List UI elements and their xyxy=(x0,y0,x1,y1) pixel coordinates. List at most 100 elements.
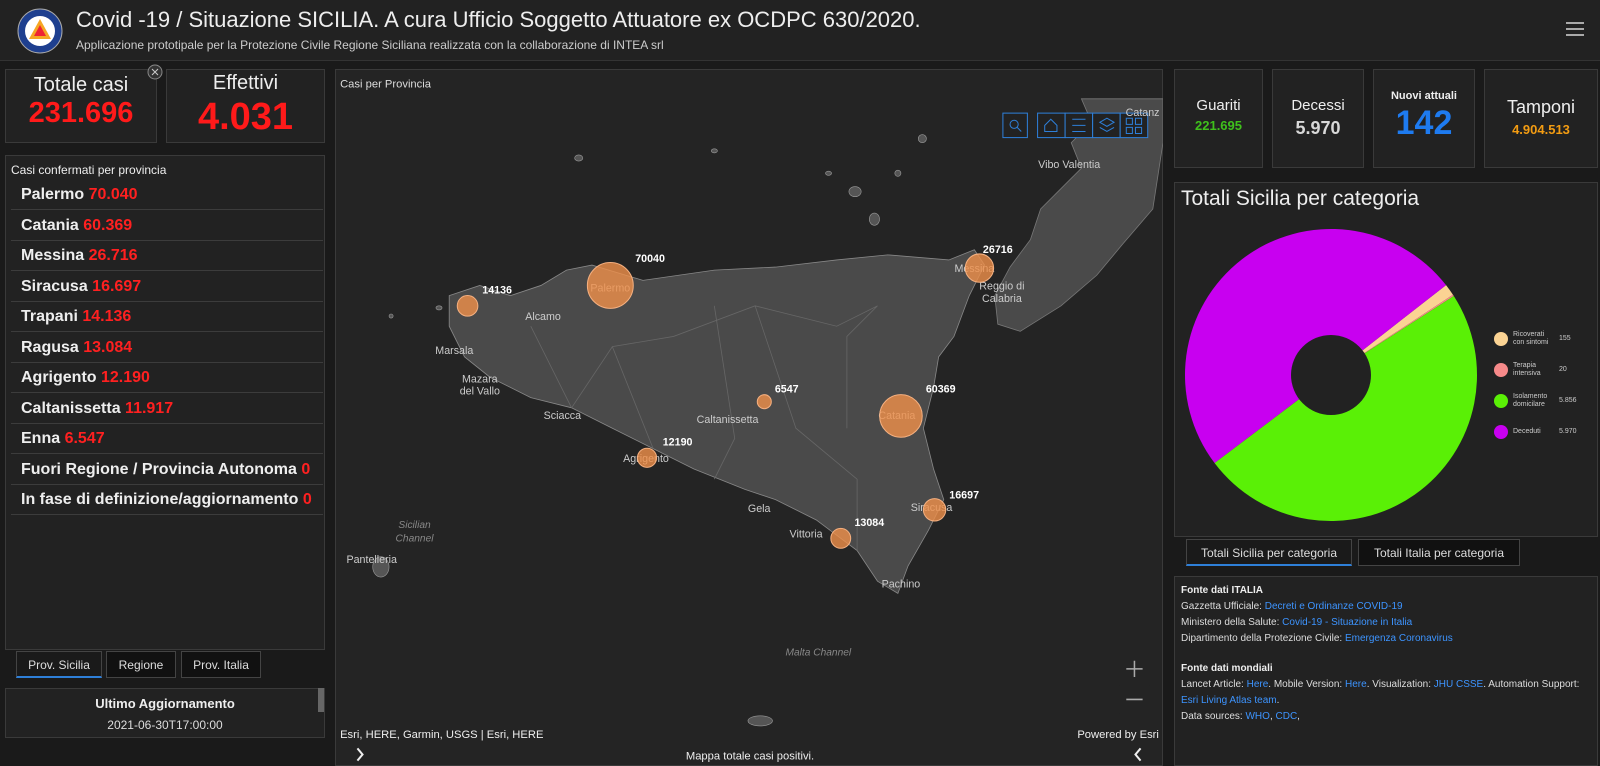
sea-label: Malta Channel xyxy=(785,648,851,659)
province-row: In fase di definizione/aggiornamento 0 xyxy=(11,485,323,515)
source-text: . Mobile Version: xyxy=(1268,679,1345,690)
source-link[interactable]: Decreti e Ordinanze COVID-19 xyxy=(1264,601,1403,612)
province-row: Agrigento 12.190 xyxy=(11,363,323,393)
stat-box: Guariti 221.695 xyxy=(1174,69,1263,168)
stat-value: 221.695 xyxy=(1195,118,1242,133)
province-value: 11.917 xyxy=(125,399,174,417)
map-powered: Powered by Esri xyxy=(1077,729,1159,741)
menu-button[interactable] xyxy=(1566,21,1584,37)
province-value: 16.697 xyxy=(92,277,142,295)
source-text: Gazzetta Ufficiale: xyxy=(1181,601,1265,612)
province-value: 70.040 xyxy=(88,186,138,203)
chart-tab[interactable]: Totali Italia per categoria xyxy=(1358,539,1520,566)
province-row: Siracusa 16.697 xyxy=(11,272,323,302)
province-row: Palermo 70.040 xyxy=(11,180,323,210)
source-link[interactable]: Here xyxy=(1246,679,1269,690)
source-link[interactable]: Emergenza Coronavirus xyxy=(1344,633,1453,644)
chart-tab[interactable]: Totali Sicilia per categoria xyxy=(1186,539,1352,566)
home-button[interactable] xyxy=(1037,112,1066,139)
province-name: Fuori Regione / Provincia Autonoma xyxy=(21,460,297,478)
province-value: 14.136 xyxy=(82,308,132,325)
pie-hole xyxy=(1291,335,1371,415)
province-tab[interactable]: Prov. Sicilia xyxy=(16,651,102,678)
bubble-label: 16697 xyxy=(949,490,979,502)
sea-label: Channel xyxy=(396,533,435,544)
stat-label: Tamponi xyxy=(1506,97,1576,117)
province-tab[interactable]: Regione xyxy=(106,651,176,678)
sicily xyxy=(448,249,986,595)
province-title: Casi confermati per provincia xyxy=(11,163,167,177)
province-name: Ragusa xyxy=(21,338,79,356)
scrollbar[interactable] xyxy=(318,688,324,712)
source-link[interactable]: WHO xyxy=(1245,711,1270,722)
bubble-label: 60369 xyxy=(926,384,956,396)
province-name: Enna xyxy=(21,430,61,447)
province-name: Agrigento xyxy=(21,369,97,386)
legend-value: 155 xyxy=(1559,335,1571,342)
place-label: Alcamo xyxy=(525,311,561,323)
close-button[interactable] xyxy=(147,64,163,80)
province-row: Messina 26.716 xyxy=(11,241,323,271)
source-text: Lancet Article: xyxy=(1181,679,1247,690)
caption-arrows[interactable] xyxy=(356,747,1142,762)
place-label: del Vallo xyxy=(460,386,500,398)
source-link[interactable]: Esri Living Atlas team xyxy=(1181,695,1277,706)
stat-box: Tamponi 4.904.513 xyxy=(1484,69,1598,168)
province-value: 60.369 xyxy=(83,216,133,234)
legend-item: Ricoverati con sintomi 155 xyxy=(1494,323,1594,354)
chart-title: Totali Sicilia per categoria xyxy=(1181,187,1420,210)
place-label: Marsala xyxy=(435,345,473,357)
place-label: Catanz xyxy=(1126,107,1160,119)
province-row: Enna 6.547 xyxy=(11,424,323,454)
source-line: Gazzetta Ufficiale: Decreti e Ordinanze … xyxy=(1181,599,1591,615)
source-text: . Visualization: xyxy=(1366,679,1434,690)
place-label: Caltanissetta xyxy=(697,414,759,426)
source-text: . xyxy=(1276,695,1280,706)
source-heading: Fonte dati ITALIA xyxy=(1181,585,1264,596)
source-link[interactable]: CDC xyxy=(1275,711,1298,722)
case-bubble xyxy=(586,261,634,309)
legend-label: Terapia intensiva xyxy=(1513,361,1541,377)
legend-item: Deceduti 5.970 xyxy=(1494,416,1594,447)
basemap-button[interactable] xyxy=(1119,112,1149,139)
province-value: 26.716 xyxy=(88,247,138,264)
update-value: 2021-06-30T17:00:00 xyxy=(107,718,223,732)
province-row: Caltanissetta 11.917 xyxy=(11,394,323,424)
source-text: . Automation Support: xyxy=(1483,679,1583,690)
logo xyxy=(17,8,63,54)
map-toolbar xyxy=(1002,112,1149,139)
pie-chart xyxy=(1185,229,1477,521)
place-label: Vittoria xyxy=(790,528,823,540)
province-value: 0 xyxy=(302,491,312,508)
source-link[interactable]: JHU CSSE xyxy=(1433,679,1484,690)
totale-value: 231.696 xyxy=(28,97,134,129)
province-name: Messina xyxy=(21,247,85,264)
subtitle: Applicazione prototipale per la Protezio… xyxy=(76,38,664,52)
province-name: Catania xyxy=(21,216,79,234)
source-link[interactable]: Covid-19 - Situazione in Italia xyxy=(1282,617,1413,628)
province-name: Caltanissetta xyxy=(21,399,121,417)
sea-label: Sicilian xyxy=(398,520,431,531)
layers-button[interactable] xyxy=(1092,112,1121,139)
legend-label: Isolamento domicilare xyxy=(1513,392,1548,408)
province-row: Fuori Regione / Provincia Autonoma 0 xyxy=(11,455,323,485)
stat-label: Guariti xyxy=(1196,97,1241,114)
province-tab[interactable]: Prov. Italia xyxy=(181,651,261,678)
stat-value: 4.904.513 xyxy=(1512,122,1570,137)
province-value: 0 xyxy=(301,460,311,478)
legend-value: 5.970 xyxy=(1559,428,1577,435)
stat-value: 5.970 xyxy=(1295,118,1341,138)
bubble-label: 26716 xyxy=(983,244,1013,256)
bubble-label: 6547 xyxy=(775,384,799,396)
stat-label: Nuovi attuali xyxy=(1390,90,1457,102)
source-link[interactable]: Here xyxy=(1345,679,1367,690)
search-button[interactable] xyxy=(1002,112,1028,139)
map-caption: Mappa totale casi positivi. xyxy=(686,751,814,763)
stat-value: 142 xyxy=(1395,104,1453,142)
header: Covid -19 / Situazione SICILIA. A cura U… xyxy=(0,0,1600,61)
province-panel: Casi confermati per provincia Palermo 70… xyxy=(5,155,325,650)
legend-item: Terapia intensiva 20 xyxy=(1494,354,1594,385)
province-row: Trapani 14.136 xyxy=(11,302,323,332)
province-name: In fase di definizione/aggiornamento xyxy=(21,491,299,508)
